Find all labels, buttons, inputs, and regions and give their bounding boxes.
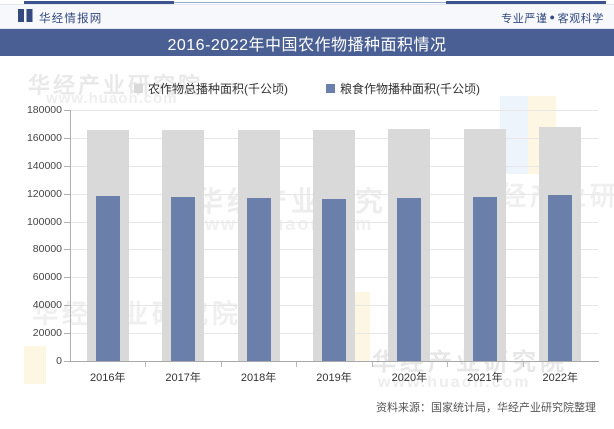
legend-item-2[interactable]: 粮食作物播种面积(千公顷) bbox=[326, 80, 480, 97]
bar-grain-2018年[interactable] bbox=[246, 197, 271, 361]
x-axis-line bbox=[70, 361, 599, 362]
tagline-right: 客观科学 bbox=[557, 13, 604, 25]
y-axis-tick-label: 180000 bbox=[26, 104, 62, 116]
bar-grain-2019年[interactable] bbox=[322, 199, 346, 361]
brand-text: 华经情报网 bbox=[39, 13, 103, 25]
y-axis-tick-label: 140000 bbox=[26, 159, 62, 172]
legend-label-2: 粮食作物播种面积(千公顷) bbox=[340, 82, 480, 96]
x-axis-tick-mark bbox=[522, 362, 524, 367]
legend-swatch-icon-2 bbox=[326, 84, 335, 93]
y-axis-tick-mark bbox=[64, 165, 70, 167]
chart-legend: 农作物总播种面积(千公顷) 粮食作物播种面积(千公顷) bbox=[0, 80, 614, 97]
legend-swatch-icon-1 bbox=[134, 84, 143, 93]
x-axis-tick-mark bbox=[220, 362, 222, 367]
gridline bbox=[70, 110, 598, 111]
x-axis-tick-mark bbox=[145, 362, 147, 367]
legend-item-1[interactable]: 农作物总播种面积(千公顷) bbox=[134, 80, 288, 97]
top-accent-bar bbox=[0, 0, 614, 4]
page-header: 华经情报网 专业严谨 ● 客观科学 bbox=[0, 4, 614, 29]
page-footer: 资料来源：国家统计局，华经产业研究院整理 bbox=[0, 393, 614, 429]
x-axis-tick-label-2018年: 2018年 bbox=[240, 372, 277, 384]
y-axis-tick-mark bbox=[64, 333, 70, 335]
y-axis-tick-label: 160000 bbox=[26, 131, 62, 144]
x-axis-tick-mark bbox=[447, 362, 449, 367]
legend-label-1: 农作物总播种面积(千公顷) bbox=[148, 82, 288, 96]
chart-title-band: 2016-2022年中国农作物播种面积情况 bbox=[0, 29, 614, 56]
y-axis-tick-label: 80000 bbox=[32, 243, 62, 256]
bar-grain-2020年[interactable] bbox=[397, 198, 422, 361]
x-axis-tick-label-2021年: 2021年 bbox=[467, 372, 503, 384]
y-axis-tick-mark bbox=[64, 193, 70, 195]
x-axis-tick-label-2016年: 2016年 bbox=[89, 372, 126, 384]
y-axis-tick-label: 40000 bbox=[32, 299, 62, 312]
y-axis-tick-mark bbox=[64, 249, 70, 251]
top-accent-right bbox=[446, 1, 606, 4]
x-axis-tick-label-2017年: 2017年 bbox=[165, 372, 201, 384]
bar-grain-2016年[interactable] bbox=[95, 195, 120, 361]
y-axis-tick-mark bbox=[64, 137, 70, 139]
y-axis-tick-mark bbox=[64, 221, 70, 223]
y-axis-tick-mark bbox=[64, 305, 70, 307]
page-title: 2016-2022年中国农作物播种面积情况 bbox=[167, 36, 447, 54]
header-tagline: 专业严谨 ● 客观科学 bbox=[501, 10, 604, 26]
source-note: 资料来源：国家统计局，华经产业研究院整理 bbox=[376, 402, 596, 414]
tagline-separator-dot: ● bbox=[549, 12, 556, 22]
x-axis-tick-label-2019年: 2019年 bbox=[316, 372, 352, 384]
bar-grain-2017年[interactable] bbox=[171, 196, 196, 361]
y-axis-tick-label: 100000 bbox=[26, 215, 62, 228]
bar-grain-2021年[interactable] bbox=[472, 197, 497, 361]
tagline-left: 专业严谨 bbox=[501, 13, 548, 25]
watermark-block-yellow-3 bbox=[24, 346, 46, 384]
y-axis-tick-label: 120000 bbox=[26, 187, 62, 200]
top-accent-left bbox=[24, 1, 174, 4]
top-accent-line bbox=[24, 2, 606, 3]
x-axis-tick-mark bbox=[296, 362, 298, 367]
chart-container: 华经产业研究院 www.huaon.com 华经产业研究院 www.huaon.… bbox=[0, 56, 614, 393]
x-axis-tick-mark bbox=[371, 362, 373, 367]
book-logo-icon bbox=[18, 9, 33, 27]
brand[interactable]: 华经情报网 bbox=[18, 9, 103, 27]
y-axis-tick-mark bbox=[64, 110, 70, 111]
y-axis-tick-mark bbox=[64, 277, 70, 279]
y-axis-line bbox=[70, 110, 71, 362]
x-axis-tick-label-2022年: 2022年 bbox=[542, 372, 579, 384]
bar-grain-2022年[interactable] bbox=[548, 195, 573, 361]
y-axis-tick-mark bbox=[64, 361, 70, 362]
y-axis-tick-label: 0 bbox=[56, 355, 62, 367]
plot-area bbox=[70, 110, 598, 361]
y-axis-tick-label: 20000 bbox=[32, 327, 62, 340]
x-axis-tick-label-2020年: 2020年 bbox=[391, 372, 428, 384]
y-axis-tick-label: 60000 bbox=[32, 271, 62, 284]
